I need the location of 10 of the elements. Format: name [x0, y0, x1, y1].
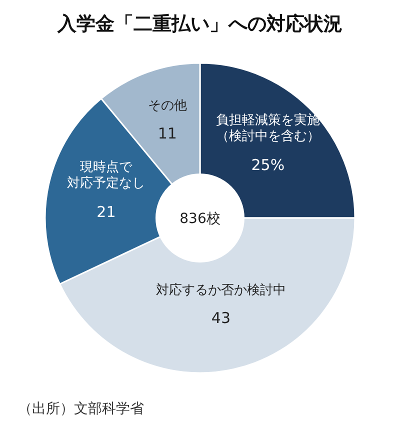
- text: （出所）文部科学省: [18, 401, 144, 417]
- data-label: 43: [211, 308, 231, 327]
- data-label: 21: [96, 203, 116, 222]
- slice-label: 対応するか否か検討中: [156, 282, 286, 298]
- data-label: 11: [158, 124, 177, 143]
- chart-title: 入学金「二重払い」への対応状況: [56, 13, 342, 35]
- data-label: 25%: [251, 156, 285, 174]
- text: 836校: [180, 211, 220, 227]
- slice-label: その他: [148, 98, 187, 114]
- slice-label: 現時点で対応予定なし: [67, 160, 146, 191]
